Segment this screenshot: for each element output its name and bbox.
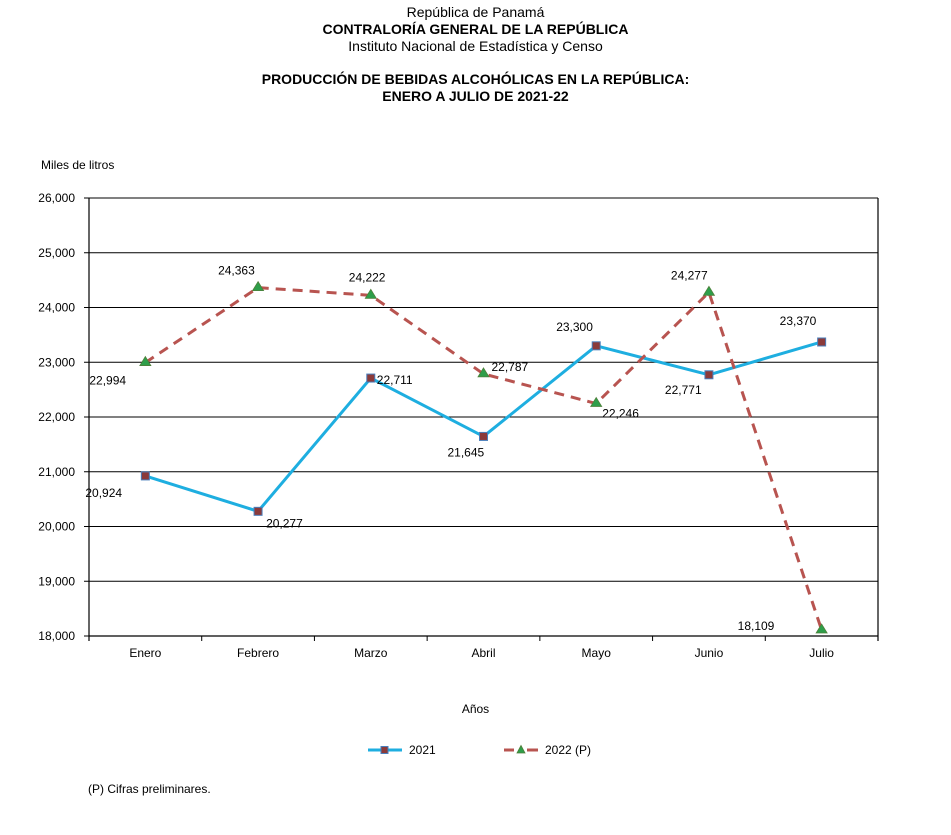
x-tick-label: Mayo xyxy=(582,646,612,660)
legend-item-2022: 2022 (P) xyxy=(503,742,591,758)
data-labels: 20,924 20,277 22,711 21,645 23,300 22,771 23,3… xyxy=(85,264,816,633)
footnote: (P) Cifras preliminares. xyxy=(88,782,211,796)
axes xyxy=(88,198,879,641)
data-label-2022: 22,246 xyxy=(602,407,639,421)
data-label-2021: 20,277 xyxy=(266,516,303,530)
marker-2021 xyxy=(366,373,376,383)
y-tick-label: 19,000 xyxy=(38,574,75,588)
marker-2021 xyxy=(140,471,150,481)
y-tick-label: 18,000 xyxy=(38,629,75,643)
data-label-2022: 18,109 xyxy=(738,619,775,633)
legend-label-2021: 2021 xyxy=(409,743,436,757)
chart-title-line2: ENERO A JULIO DE 2021-22 xyxy=(382,88,569,104)
legend-swatch-2021 xyxy=(368,746,402,754)
y-tick-label: 23,000 xyxy=(38,355,75,369)
marker-2021 xyxy=(704,370,714,380)
header-institution: CONTRALORÍA GENERAL DE LA REPÚBLICA xyxy=(322,21,629,37)
x-tick-label: Marzo xyxy=(354,646,388,660)
data-label-2021: 23,300 xyxy=(556,320,593,334)
marker-2022 xyxy=(477,367,490,378)
y-tick-label: 20,000 xyxy=(38,520,75,534)
data-label-2021: 22,711 xyxy=(377,373,413,387)
y-tick-label: 22,000 xyxy=(38,410,75,424)
header-institute: Instituto Nacional de Estadística y Cens… xyxy=(348,38,603,54)
legend-label-2022: 2022 (P) xyxy=(545,743,592,757)
marker-2022 xyxy=(815,623,828,634)
x-tick-label: Junio xyxy=(695,646,724,660)
y-tick-label: 25,000 xyxy=(38,246,75,260)
x-tick-label: Febrero xyxy=(237,646,279,660)
marker-2021 xyxy=(591,341,601,351)
marker-2021 xyxy=(253,506,263,516)
data-label-2022: 22,787 xyxy=(492,360,529,374)
marker-2022 xyxy=(702,285,716,296)
data-label-2021: 23,370 xyxy=(780,314,817,328)
data-label-2022: 22,994 xyxy=(89,374,126,388)
y-tick-labels: 18,000 19,000 20,000 21,000 22,000 23,000 24,0… xyxy=(38,191,75,643)
y-axis-title: Miles de litros xyxy=(41,158,115,172)
marker-2021 xyxy=(479,431,488,441)
header-country: República de Panamá xyxy=(406,4,545,20)
data-label-2021: 20,924 xyxy=(85,486,122,500)
legend-swatch-2022 xyxy=(504,744,538,754)
data-label-2021: 21,645 xyxy=(448,445,485,459)
marker-2022 xyxy=(139,355,152,366)
x-tick-label: Julio xyxy=(809,646,834,660)
data-label-2021: 22,771 xyxy=(665,383,702,397)
data-label-2022: 24,277 xyxy=(671,268,708,282)
marker-2021 xyxy=(817,337,827,347)
line-chart: 18,000 19,000 20,000 21,000 22,000 23,000 24,0… xyxy=(38,191,879,660)
y-tick-label: 24,000 xyxy=(38,301,75,315)
y-tick-label: 21,000 xyxy=(38,465,75,479)
legend-item-2021: 2021 xyxy=(367,742,436,758)
gridlines xyxy=(84,197,878,637)
x-tick-label: Abril xyxy=(471,646,495,660)
data-label-2022: 24,363 xyxy=(218,264,255,278)
series-group xyxy=(139,280,828,634)
x-tick-labels: Enero Febrero Marzo Abril Mayo Junio Julio xyxy=(129,646,834,660)
chart-title-line1: PRODUCCIÓN DE BEBIDAS ALCOHÓLICAS EN LA … xyxy=(261,71,690,87)
data-label-2022: 24,222 xyxy=(349,270,386,284)
y-tick-label: 26,000 xyxy=(38,191,75,205)
x-tick-label: Enero xyxy=(129,646,161,660)
marker-2022 xyxy=(364,288,377,299)
marker-2022 xyxy=(590,396,603,407)
x-axis-title: Años xyxy=(461,702,490,716)
marker-2022 xyxy=(251,280,265,292)
